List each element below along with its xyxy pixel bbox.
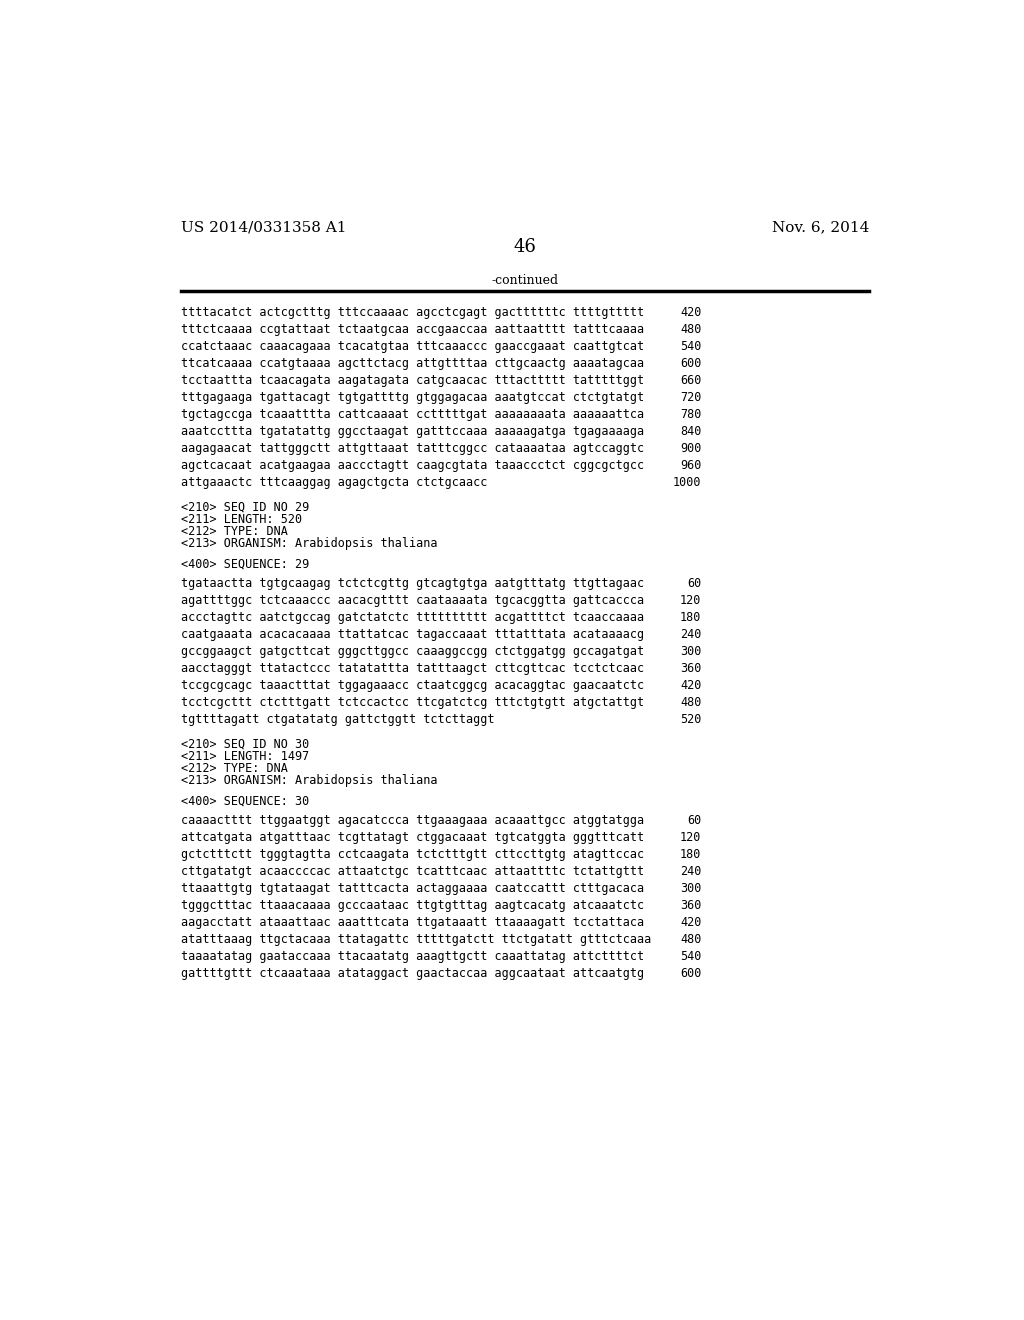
Text: 420: 420 — [680, 916, 701, 929]
Text: <400> SEQUENCE: 29: <400> SEQUENCE: 29 — [180, 557, 309, 570]
Text: <210> SEQ ID NO 30: <210> SEQ ID NO 30 — [180, 738, 309, 751]
Text: 300: 300 — [680, 645, 701, 659]
Text: 60: 60 — [687, 814, 701, 828]
Text: 360: 360 — [680, 899, 701, 912]
Text: <211> LENGTH: 520: <211> LENGTH: 520 — [180, 512, 302, 525]
Text: tttctcaaaa ccgtattaat tctaatgcaa accgaaccaa aattaatttt tatttcaaaa: tttctcaaaa ccgtattaat tctaatgcaa accgaac… — [180, 323, 644, 337]
Text: aacctagggt ttatactccc tatatattta tatttaagct cttcgttcac tcctctcaac: aacctagggt ttatactccc tatatattta tatttaa… — [180, 663, 644, 675]
Text: tgctagccga tcaaatttta cattcaaaat cctttttgat aaaaaaaata aaaaaattca: tgctagccga tcaaatttta cattcaaaat ccttttt… — [180, 408, 644, 421]
Text: 900: 900 — [680, 442, 701, 455]
Text: aagacctatt ataaattaac aaatttcata ttgataaatt ttaaaagatt tcctattaca: aagacctatt ataaattaac aaatttcata ttgataa… — [180, 916, 644, 929]
Text: 840: 840 — [680, 425, 701, 438]
Text: tcctcgcttt ctctttgatt tctccactcc ttcgatctcg tttctgtgtt atgctattgt: tcctcgcttt ctctttgatt tctccactcc ttcgatc… — [180, 696, 644, 709]
Text: 780: 780 — [680, 408, 701, 421]
Text: aaatccttta tgatatattg ggcctaagat gatttccaaa aaaaagatga tgagaaaaga: aaatccttta tgatatattg ggcctaagat gatttcc… — [180, 425, 644, 438]
Text: 720: 720 — [680, 391, 701, 404]
Text: tgataactta tgtgcaagag tctctcgttg gtcagtgtga aatgtttatg ttgttagaac: tgataactta tgtgcaagag tctctcgttg gtcagtg… — [180, 577, 644, 590]
Text: tccgcgcagc taaactttat tggagaaacc ctaatcggcg acacaggtac gaacaatctc: tccgcgcagc taaactttat tggagaaacc ctaatcg… — [180, 678, 644, 692]
Text: attgaaactc tttcaaggag agagctgcta ctctgcaacc: attgaaactc tttcaaggag agagctgcta ctctgca… — [180, 475, 487, 488]
Text: 240: 240 — [680, 866, 701, 878]
Text: tttgagaaga tgattacagt tgtgattttg gtggagacaa aaatgtccat ctctgtatgt: tttgagaaga tgattacagt tgtgattttg gtggaga… — [180, 391, 644, 404]
Text: -continued: -continued — [492, 273, 558, 286]
Text: 420: 420 — [680, 306, 701, 319]
Text: <212> TYPE: DNA: <212> TYPE: DNA — [180, 762, 288, 775]
Text: 120: 120 — [680, 594, 701, 607]
Text: 1000: 1000 — [673, 475, 701, 488]
Text: ttaaattgtg tgtataagat tatttcacta actaggaaaa caatccattt ctttgacaca: ttaaattgtg tgtataagat tatttcacta actagga… — [180, 882, 644, 895]
Text: Nov. 6, 2014: Nov. 6, 2014 — [771, 220, 869, 235]
Text: 180: 180 — [680, 611, 701, 624]
Text: 480: 480 — [680, 323, 701, 337]
Text: 420: 420 — [680, 678, 701, 692]
Text: 540: 540 — [680, 341, 701, 354]
Text: 46: 46 — [513, 238, 537, 256]
Text: 300: 300 — [680, 882, 701, 895]
Text: 600: 600 — [680, 358, 701, 370]
Text: agctcacaat acatgaagaa aaccctagtt caagcgtata taaaccctct cggcgctgcc: agctcacaat acatgaagaa aaccctagtt caagcgt… — [180, 459, 644, 471]
Text: gccggaagct gatgcttcat gggcttggcc caaaggccgg ctctggatgg gccagatgat: gccggaagct gatgcttcat gggcttggcc caaaggc… — [180, 645, 644, 659]
Text: accctagttc aatctgccag gatctatctc tttttttttt acgattttct tcaaccaaaa: accctagttc aatctgccag gatctatctc ttttttt… — [180, 611, 644, 624]
Text: agattttggc tctcaaaccc aacacgtttt caataaaata tgcacggtta gattcaccca: agattttggc tctcaaaccc aacacgtttt caataaa… — [180, 594, 644, 607]
Text: 240: 240 — [680, 628, 701, 642]
Text: taaaatatag gaataccaaa ttacaatatg aaagttgctt caaattatag attcttttct: taaaatatag gaataccaaa ttacaatatg aaagttg… — [180, 950, 644, 964]
Text: 480: 480 — [680, 696, 701, 709]
Text: 600: 600 — [680, 966, 701, 979]
Text: gctctttctt tgggtagtta cctcaagata tctctttgtt cttccttgtg atagttccac: gctctttctt tgggtagtta cctcaagata tctcttt… — [180, 849, 644, 862]
Text: <213> ORGANISM: Arabidopsis thaliana: <213> ORGANISM: Arabidopsis thaliana — [180, 537, 437, 550]
Text: <213> ORGANISM: Arabidopsis thaliana: <213> ORGANISM: Arabidopsis thaliana — [180, 775, 437, 788]
Text: aagagaacat tattgggctt attgttaaat tatttcggcc cataaaataa agtccaggtc: aagagaacat tattgggctt attgttaaat tatttcg… — [180, 442, 644, 455]
Text: gattttgttt ctcaaataaa atataggact gaactaccaa aggcaataat attcaatgtg: gattttgttt ctcaaataaa atataggact gaactac… — [180, 966, 644, 979]
Text: 120: 120 — [680, 832, 701, 845]
Text: 60: 60 — [687, 577, 701, 590]
Text: cttgatatgt acaaccccac attaatctgc tcatttcaac attaattttc tctattgttt: cttgatatgt acaaccccac attaatctgc tcatttc… — [180, 866, 644, 878]
Text: ttcatcaaaa ccatgtaaaa agcttctacg attgttttaa cttgcaactg aaaatagcaa: ttcatcaaaa ccatgtaaaa agcttctacg attgttt… — [180, 358, 644, 370]
Text: tgttttagatt ctgatatatg gattctggtt tctcttaggt: tgttttagatt ctgatatatg gattctggtt tctctt… — [180, 713, 495, 726]
Text: attcatgata atgatttaac tcgttatagt ctggacaaat tgtcatggta gggtttcatt: attcatgata atgatttaac tcgttatagt ctggaca… — [180, 832, 644, 845]
Text: ttttacatct actcgctttg tttccaaaac agcctcgagt gacttttttc ttttgttttt: ttttacatct actcgctttg tttccaaaac agcctcg… — [180, 306, 644, 319]
Text: tcctaattta tcaacagata aagatagata catgcaacac tttacttttt tatttttggt: tcctaattta tcaacagata aagatagata catgcaa… — [180, 374, 644, 387]
Text: 360: 360 — [680, 663, 701, 675]
Text: 480: 480 — [680, 933, 701, 946]
Text: atatttaaag ttgctacaaa ttatagattc tttttgatctt ttctgatatt gtttctcaaa: atatttaaag ttgctacaaa ttatagattc tttttga… — [180, 933, 651, 946]
Text: <212> TYPE: DNA: <212> TYPE: DNA — [180, 525, 288, 539]
Text: US 2014/0331358 A1: US 2014/0331358 A1 — [180, 220, 346, 235]
Text: 960: 960 — [680, 459, 701, 471]
Text: 520: 520 — [680, 713, 701, 726]
Text: ccatctaaac caaacagaaa tcacatgtaa tttcaaaccc gaaccgaaat caattgtcat: ccatctaaac caaacagaaa tcacatgtaa tttcaaa… — [180, 341, 644, 354]
Text: 180: 180 — [680, 849, 701, 862]
Text: 540: 540 — [680, 950, 701, 964]
Text: <210> SEQ ID NO 29: <210> SEQ ID NO 29 — [180, 500, 309, 513]
Text: caatgaaata acacacaaaa ttattatcac tagaccaaat tttatttata acataaaacg: caatgaaata acacacaaaa ttattatcac tagacca… — [180, 628, 644, 642]
Text: caaaactttt ttggaatggt agacatccca ttgaaagaaa acaaattgcc atggtatgga: caaaactttt ttggaatggt agacatccca ttgaaag… — [180, 814, 644, 828]
Text: tgggctttac ttaaacaaaa gcccaataac ttgtgtttag aagtcacatg atcaaatctc: tgggctttac ttaaacaaaa gcccaataac ttgtgtt… — [180, 899, 644, 912]
Text: 660: 660 — [680, 374, 701, 387]
Text: <400> SEQUENCE: 30: <400> SEQUENCE: 30 — [180, 795, 309, 808]
Text: <211> LENGTH: 1497: <211> LENGTH: 1497 — [180, 750, 309, 763]
